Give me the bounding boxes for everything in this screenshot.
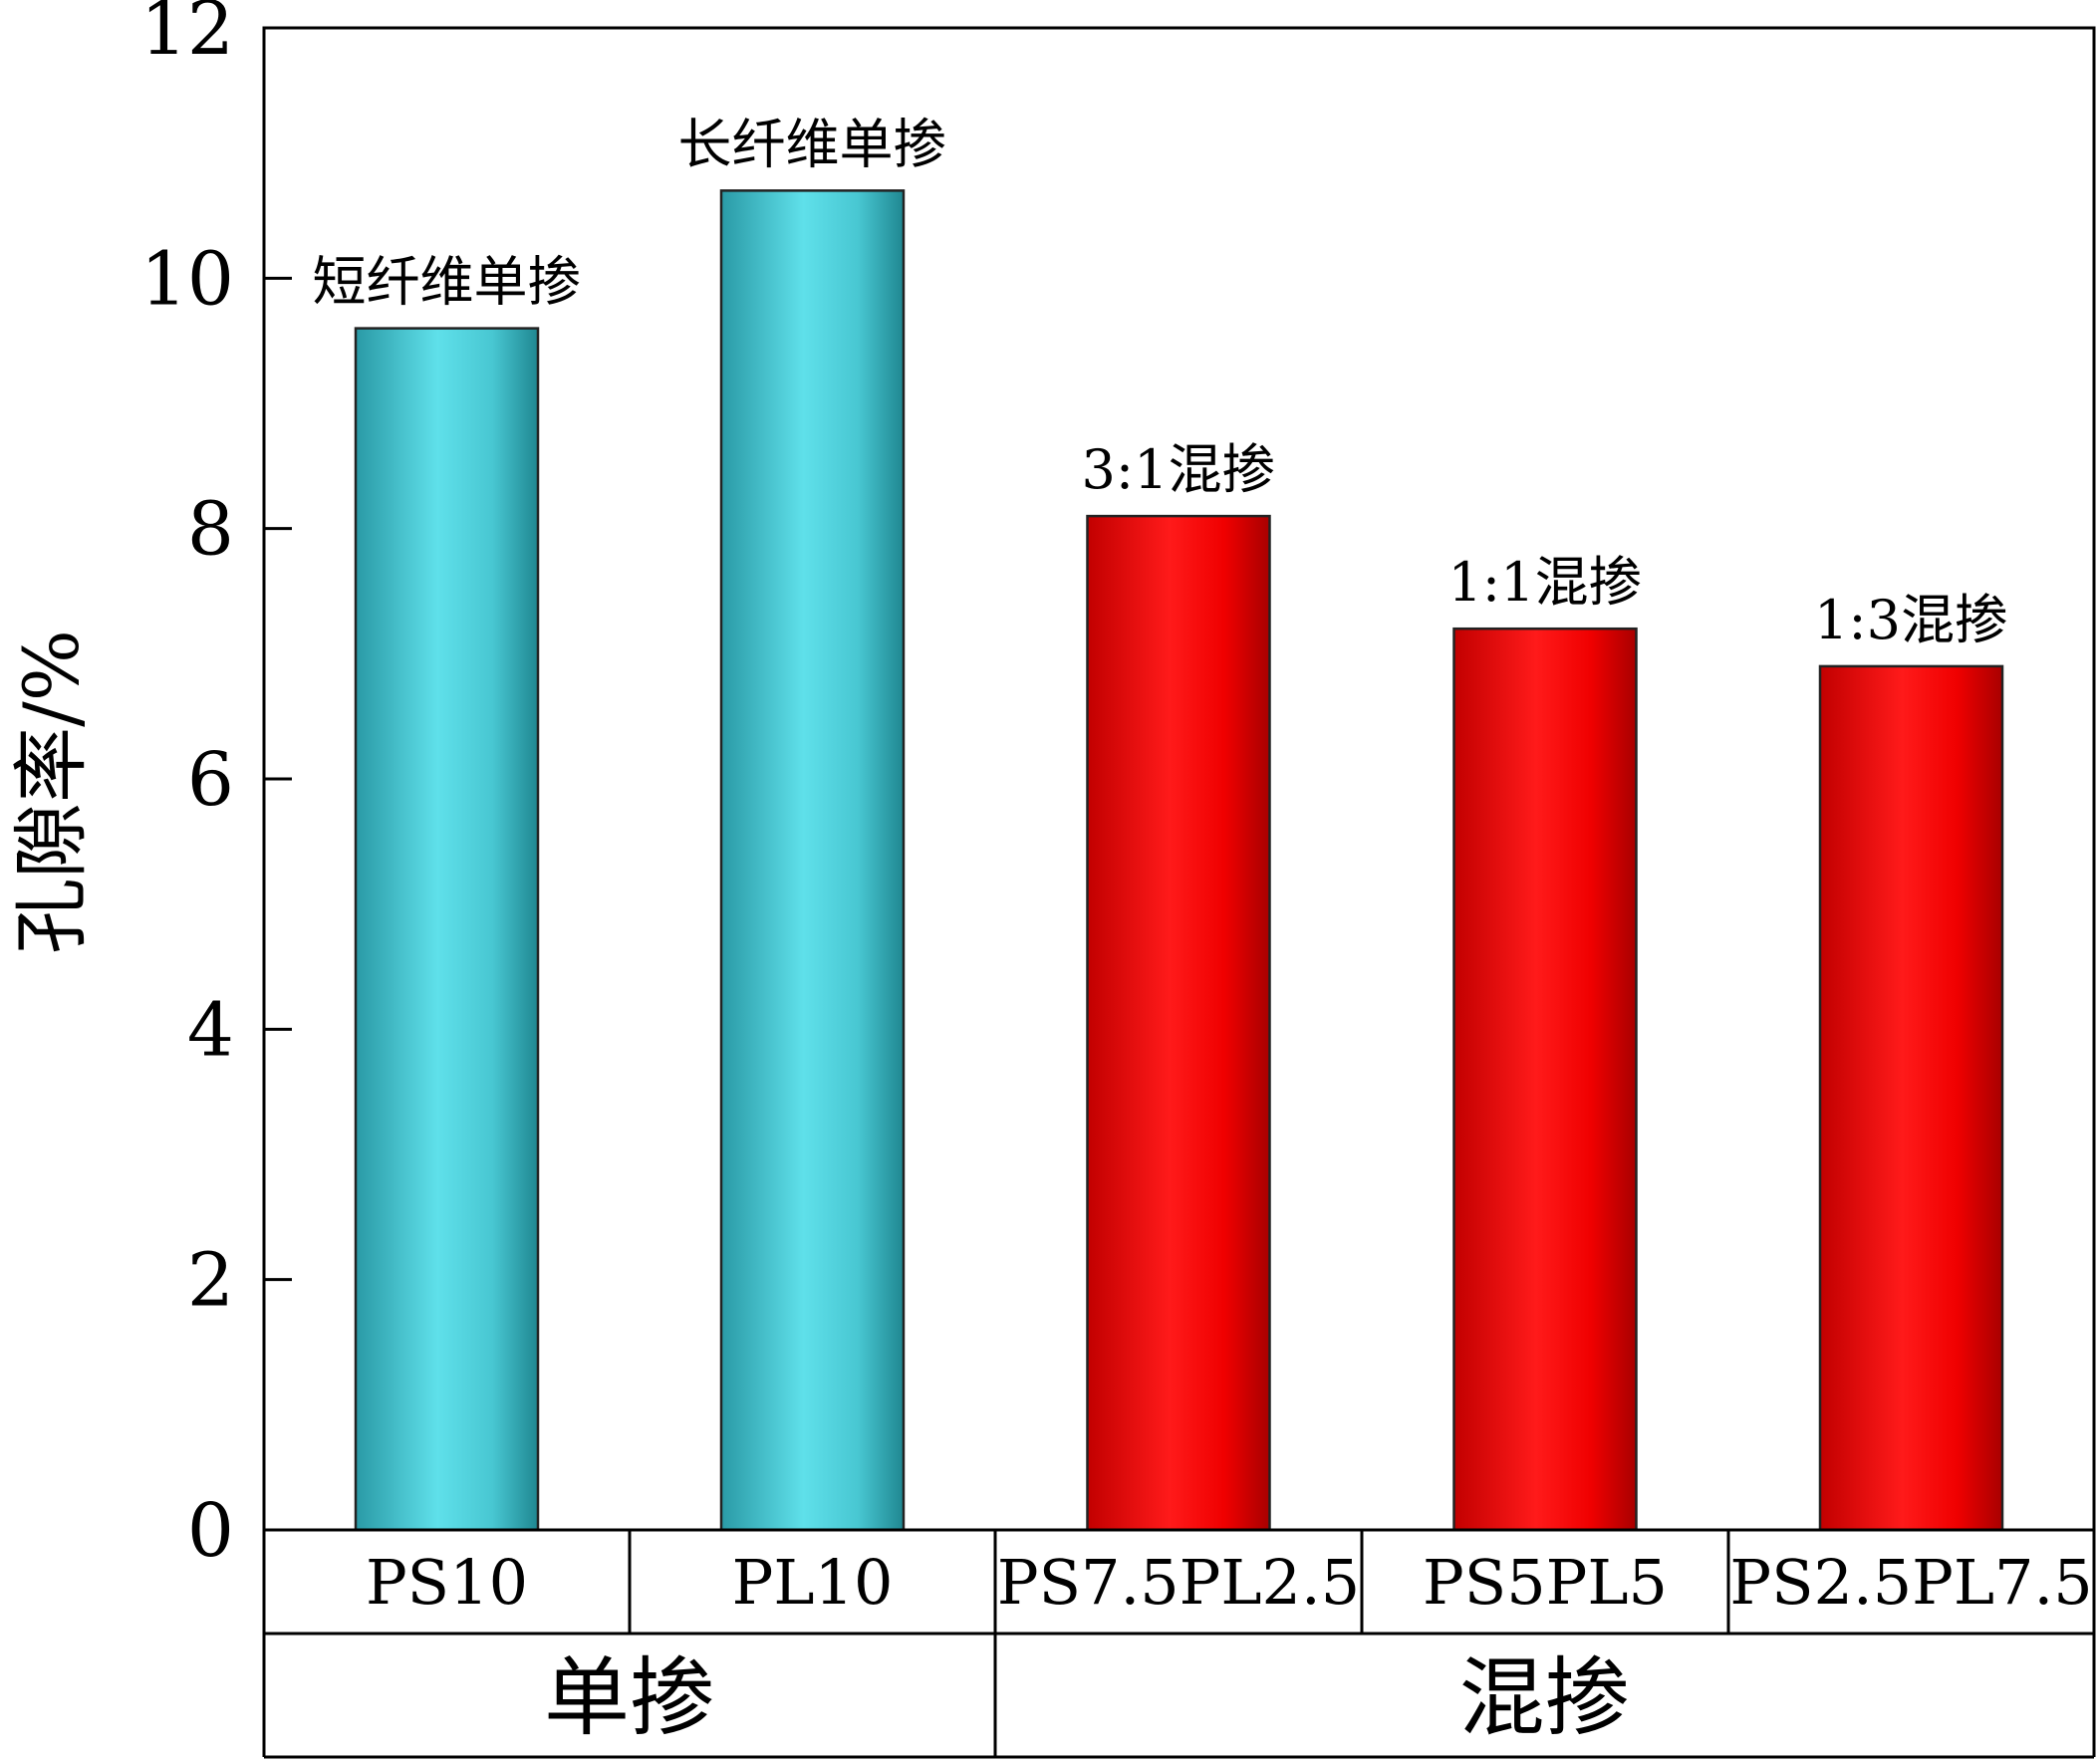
category-label: PS5PL5 (1423, 1546, 1668, 1619)
category-label: PS2.5PL7.5 (1729, 1546, 2092, 1619)
bar-annotation: 短纤维单掺 (313, 251, 582, 314)
bar-annotation: 1:1混掺 (1448, 551, 1643, 614)
y-tick-label: 10 (140, 236, 234, 322)
y-tick-label: 8 (187, 487, 234, 573)
bars (354, 189, 2004, 1532)
category-label: PS10 (366, 1546, 528, 1619)
bar-annotation: 3:1混掺 (1082, 438, 1276, 501)
category-table: PS10 PL10 PS7.5PL2.5 PS5PL5 PS2.5PL7.5 单掺 混掺 (262, 1528, 2096, 1759)
y-tick-label: 6 (187, 737, 234, 823)
y-axis-title: 孔隙率/% (7, 630, 96, 954)
bar-annotation: 1:3混掺 (1814, 589, 2008, 651)
bar-ps10 (354, 327, 540, 1532)
bar-ps7-5pl2-5 (1086, 514, 1271, 1532)
bar-annotations: 短纤维单掺 长纤维单掺 3:1混掺 1:1混掺 1:3混掺 (313, 113, 2008, 651)
bar-ps2-5pl7-5 (1818, 664, 2004, 1532)
group-label: 单掺 (544, 1648, 715, 1748)
y-tick-label: 12 (140, 0, 234, 72)
bar-pl10 (719, 189, 906, 1532)
y-tick-label: 0 (187, 1488, 234, 1574)
bar-ps5pl5 (1452, 627, 1638, 1532)
bar-annotation: 长纤维单掺 (678, 113, 947, 175)
category-label: PL10 (732, 1546, 894, 1619)
y-tick-label: 2 (187, 1238, 234, 1324)
category-label: PS7.5PL2.5 (997, 1546, 1360, 1619)
y-axis-ticks: 0 2 4 6 8 10 12 (140, 0, 292, 1574)
group-label: 混掺 (1459, 1648, 1631, 1748)
y-tick-label: 4 (187, 987, 234, 1073)
plot-frame (262, 26, 2096, 1532)
